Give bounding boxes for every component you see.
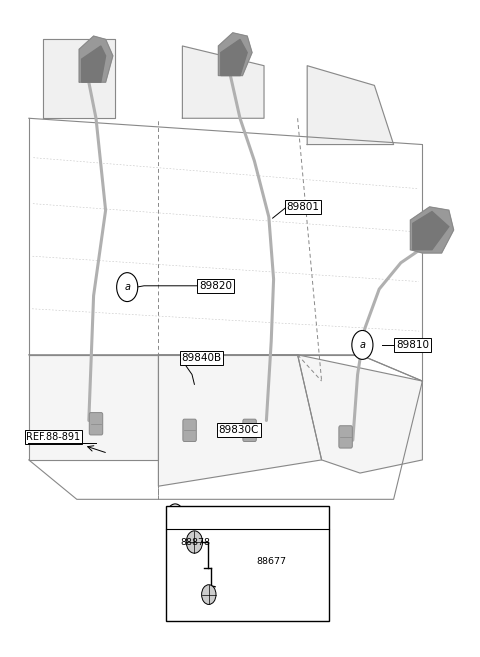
Circle shape <box>202 585 216 604</box>
Text: 89810: 89810 <box>396 340 429 350</box>
Polygon shape <box>43 39 115 118</box>
Polygon shape <box>221 39 247 76</box>
FancyBboxPatch shape <box>183 419 196 442</box>
Text: a: a <box>172 510 178 521</box>
Circle shape <box>186 531 203 553</box>
Text: 89820: 89820 <box>199 281 232 291</box>
FancyBboxPatch shape <box>339 426 352 448</box>
Polygon shape <box>79 36 113 82</box>
FancyBboxPatch shape <box>89 413 103 435</box>
Text: REF.88-891: REF.88-891 <box>26 432 81 442</box>
Text: a: a <box>124 282 130 292</box>
Text: 89840B: 89840B <box>181 353 222 363</box>
FancyBboxPatch shape <box>243 419 256 442</box>
Polygon shape <box>82 46 106 82</box>
Circle shape <box>352 330 373 359</box>
Polygon shape <box>182 46 264 118</box>
Polygon shape <box>307 66 394 145</box>
Text: 89830C: 89830C <box>218 425 259 436</box>
Polygon shape <box>410 207 454 253</box>
Circle shape <box>167 504 184 528</box>
Bar <box>166 506 329 621</box>
Polygon shape <box>413 212 449 250</box>
Text: 88677: 88677 <box>257 557 287 566</box>
Circle shape <box>117 273 138 302</box>
Polygon shape <box>158 355 322 486</box>
Text: a: a <box>360 340 365 350</box>
Text: 89801: 89801 <box>287 202 320 212</box>
Text: 88878: 88878 <box>180 537 210 547</box>
Polygon shape <box>29 355 158 460</box>
Polygon shape <box>218 33 252 76</box>
Polygon shape <box>298 355 422 473</box>
